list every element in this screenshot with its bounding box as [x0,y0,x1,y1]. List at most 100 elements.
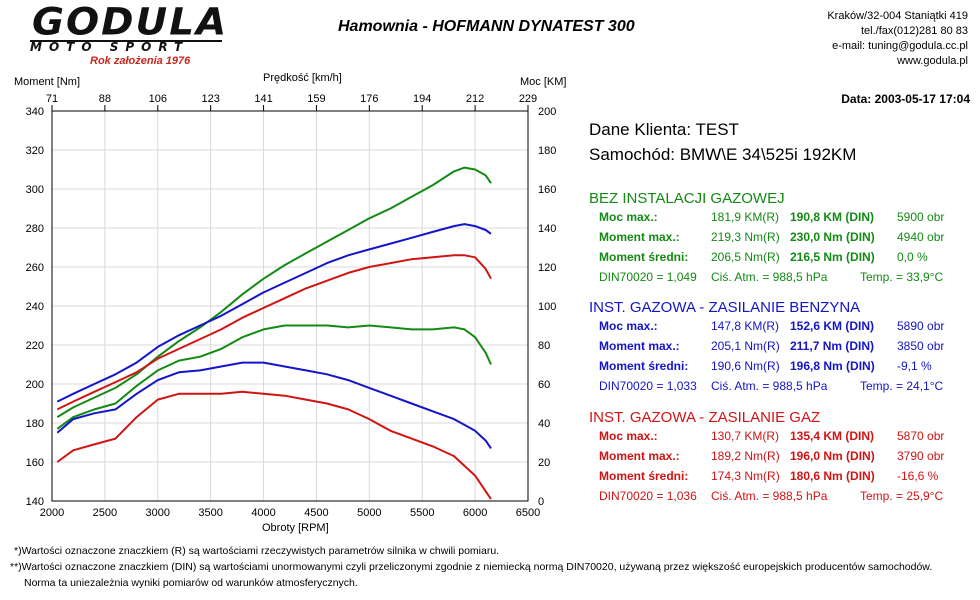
x-tick-label: 3500 [198,507,222,519]
logo-subtitle: MOTO SPORT [30,40,190,54]
result-value-din: 216,5 Nm (DIN) [790,250,875,264]
temperature: Temp. = 24,1°C [860,379,944,393]
result-label: Moment średni: [599,359,689,373]
y-left-tick-label: 260 [26,262,44,274]
result-label: Moc max.: [599,210,658,224]
y-right-tick-label: 40 [538,418,550,430]
y-right-tick-label: 120 [538,262,556,274]
y-left-tick-label: 340 [26,106,44,118]
result-label: Moment max.: [599,339,680,353]
top-tick-label: 176 [360,93,378,105]
y-left-tick-label: 220 [26,340,44,352]
result-value-r: 206,5 Nm(R) [711,250,780,264]
right-axis-label: Moc [KM] [520,76,567,88]
result-value-r: 190,6 Nm(R) [711,359,780,373]
client-name: Dane Klienta: TEST [589,120,739,139]
top-tick-label: 212 [466,93,484,105]
result-value-din: 135,4 KM (DIN) [790,429,875,443]
section-title: BEZ INSTALACJI GAZOWEJ [589,190,785,207]
series-torque-line [56,390,492,500]
result-value-r: 130,7 KM(R) [711,429,780,443]
y-right-tick-label: 140 [538,223,556,235]
section-title: INST. GAZOWA - ZASILANIE BENZYNA [589,299,861,316]
y-left-tick-label: 320 [26,145,44,157]
y-left-tick-label: 240 [26,301,44,313]
result-label: Moc max.: [599,319,658,333]
top-tick-label: 123 [201,93,219,105]
result-extra: -9,1 % [897,359,932,373]
result-value-din: 211,7 Nm (DIN) [790,339,875,353]
result-value-r: 174,3 Nm(R) [711,469,780,483]
y-right-tick-label: 100 [538,301,556,313]
x-tick-label: 6000 [463,507,487,519]
series-power-line [56,223,492,403]
series-power-line [56,254,492,411]
page-title: Hamownia - HOFMANN DYNATEST 300 [338,18,635,35]
y-right-tick-label: 0 [538,496,544,508]
y-right-tick-label: 20 [538,457,550,469]
result-value-r: 205,1 Nm(R) [711,339,780,353]
x-tick-label: 4000 [251,507,275,519]
y-right-tick-label: 180 [538,145,556,157]
chart-grid [52,111,528,501]
result-extra: 3790 obr [897,449,945,463]
result-extra: 5870 obr [897,429,945,443]
chart-series [56,166,492,500]
din-factor: DIN70020 = 1,049 [599,270,697,284]
footnote-din: **)Wartości oznaczone znaczkiem (DIN) są… [10,561,933,573]
x-tick-label: 4500 [304,507,328,519]
y-left-tick-label: 280 [26,223,44,235]
result-extra: 5890 obr [897,319,945,333]
result-value-r: 147,8 KM(R) [711,319,780,333]
y-right-tick-label: 160 [538,184,556,196]
section-title: INST. GAZOWA - ZASILANIE GAZ [589,409,821,426]
din-factor: DIN70020 = 1,033 [599,379,697,393]
top-axis-label: Prędkość [km/h] [263,72,342,84]
atm-pressure: Ciś. Atm. = 988,5 hPa [711,270,828,284]
result-label: Moment średni: [599,469,689,483]
result-label: Moment średni: [599,250,689,264]
result-label: Moment max.: [599,449,680,463]
plot-frame [51,110,529,502]
top-tick-label: 88 [99,93,111,105]
x-tick-label: 5000 [357,507,381,519]
result-value-r: 189,2 Nm(R) [711,449,780,463]
x-tick-label: 6500 [516,507,540,519]
y-left-tick-label: 300 [26,184,44,196]
y-right-tick-label: 200 [538,106,556,118]
logo-underline [30,40,222,42]
top-tick-label: 141 [254,93,272,105]
temperature: Temp. = 25,9°C [860,489,944,503]
client-car: Samochód: BMW\E 34\525i 192KM [589,145,857,164]
x-tick-label: 2500 [93,507,117,519]
x-tick-label: 2000 [40,507,64,519]
x-axis-label: Obroty [RPM] [262,522,329,534]
temperature: Temp. = 33,9°C [860,270,944,284]
logo-year: Rok założenia 1976 [90,55,191,67]
result-value-din: 230,0 Nm (DIN) [790,230,875,244]
result-label: Moc max.: [599,429,658,443]
atm-pressure: Ciś. Atm. = 988,5 hPa [711,489,828,503]
result-value-din: 196,8 Nm (DIN) [790,359,875,373]
result-extra: 5900 obr [897,210,945,224]
contact-address: Kraków/32-004 Staniątki 419 [827,10,968,22]
top-tick-label: 71 [46,93,58,105]
top-tick-label: 229 [519,93,537,105]
contact-phone: tel./fax(012)281 80 83 [860,25,968,37]
x-tick-label: 5500 [410,507,434,519]
series-torque-line [56,361,492,449]
result-value-din: 196,0 Nm (DIN) [790,449,875,463]
y-left-tick-label: 180 [26,418,44,430]
result-extra: 0,0 % [897,250,928,264]
contact-email: e-mail: tuning@godula.cc.pl [832,40,968,52]
result-value-r: 219,3 Nm(R) [711,230,780,244]
chart-ticks: 2000 2500 3000 3500 4000 4500 5000 5500 6000 6500… [26,93,557,519]
contact-website: www.godula.pl [897,55,968,67]
dyno-chart: 2000 2500 3000 3500 4000 4500 5000 5500 6000 6500… [26,93,557,519]
result-extra: 3850 obr [897,339,945,353]
result-extra: 4940 obr [897,230,945,244]
atm-pressure: Ciś. Atm. = 988,5 hPa [711,379,828,393]
result-label: Moment max.: [599,230,680,244]
logo: GODULA [32,1,229,44]
footnote-norm: Norma ta uniezależnia wyniki pomiarów od… [24,577,358,589]
